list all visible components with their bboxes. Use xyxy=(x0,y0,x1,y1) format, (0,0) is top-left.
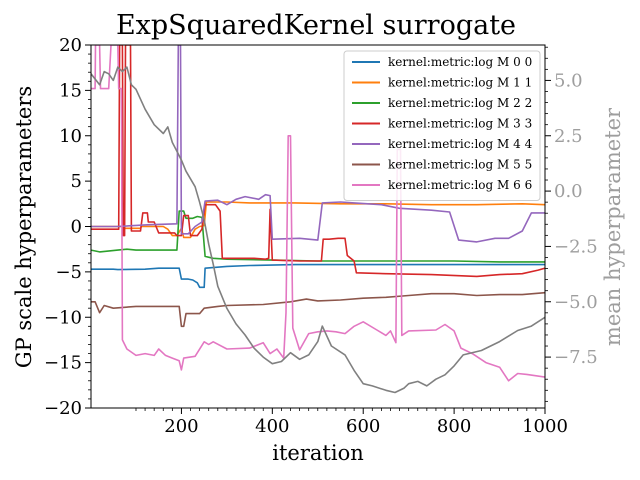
legend-entry: kernel:metric:log M 0 0 xyxy=(388,55,532,69)
series-layer xyxy=(91,45,545,394)
y-right-tick-label: −5.0 xyxy=(554,292,598,313)
y-tick-label: −20 xyxy=(44,398,82,419)
y-right-tick-label: 0.0 xyxy=(554,181,583,202)
y-tick-label: −10 xyxy=(44,307,82,328)
series-line-0 xyxy=(91,263,545,289)
legend: kernel:metric:log M 0 0 kernel:metric:log… xyxy=(343,50,541,201)
x-axis: 200 400 600 800 1000 xyxy=(135,408,568,437)
series-line-2 xyxy=(91,210,545,263)
y-tick-label: 15 xyxy=(59,80,82,101)
y-axis-right-title: mean hyperparameter xyxy=(601,107,625,346)
legend-entry: kernel:metric:log M 2 2 xyxy=(388,96,532,110)
y-axis-left: −20 −15 −10 −5 0 5 10 15 20 xyxy=(44,35,91,419)
y-right-tick-label: 5.0 xyxy=(554,70,583,91)
chart-title: ExpSquaredKernel surrogate xyxy=(116,10,516,41)
y-tick-label: −15 xyxy=(44,353,82,374)
x-tick-label: 600 xyxy=(346,416,380,437)
x-axis-title: iteration xyxy=(272,441,363,465)
y-tick-label: 0 xyxy=(71,217,82,238)
legend-entry: kernel:metric:log M 6 6 xyxy=(388,178,532,192)
legend-entry: kernel:metric:log M 4 4 xyxy=(388,137,533,151)
series-line-6 xyxy=(91,45,545,382)
x-tick-label: 1000 xyxy=(522,416,568,437)
y-right-tick-label: 2.5 xyxy=(554,126,583,147)
y-tick-label: 20 xyxy=(59,35,82,56)
series-line-4 xyxy=(91,45,545,243)
legend-box xyxy=(343,50,541,201)
legend-entry: kernel:metric:log M 5 5 xyxy=(388,158,532,172)
legend-entry: kernel:metric:log M 3 3 xyxy=(388,117,532,131)
x-tick-label: 800 xyxy=(437,416,471,437)
x-tick-label: 400 xyxy=(255,416,289,437)
y-right-tick-label: −2.5 xyxy=(554,236,598,257)
y-axis-right: −7.5 −5.0 −2.5 0.0 2.5 5.0 xyxy=(545,46,598,402)
mean-hyperparameter-line xyxy=(91,66,545,394)
y-right-tick-label: −7.5 xyxy=(554,347,598,368)
legend-entry: kernel:metric:log M 1 1 xyxy=(388,76,532,90)
x-tick-label: 200 xyxy=(164,416,198,437)
y-tick-label: 5 xyxy=(71,171,82,192)
y-tick-label: −5 xyxy=(55,262,82,283)
series-line-5 xyxy=(91,291,545,328)
y-axis-title: GP scale hyperparameters xyxy=(12,86,36,368)
y-tick-label: 10 xyxy=(59,126,82,147)
